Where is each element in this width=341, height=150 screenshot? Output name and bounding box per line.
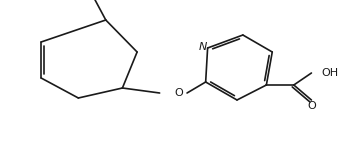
Text: OH: OH (321, 68, 338, 78)
Text: O: O (175, 88, 183, 98)
Text: N: N (198, 42, 207, 52)
Text: O: O (307, 101, 316, 111)
